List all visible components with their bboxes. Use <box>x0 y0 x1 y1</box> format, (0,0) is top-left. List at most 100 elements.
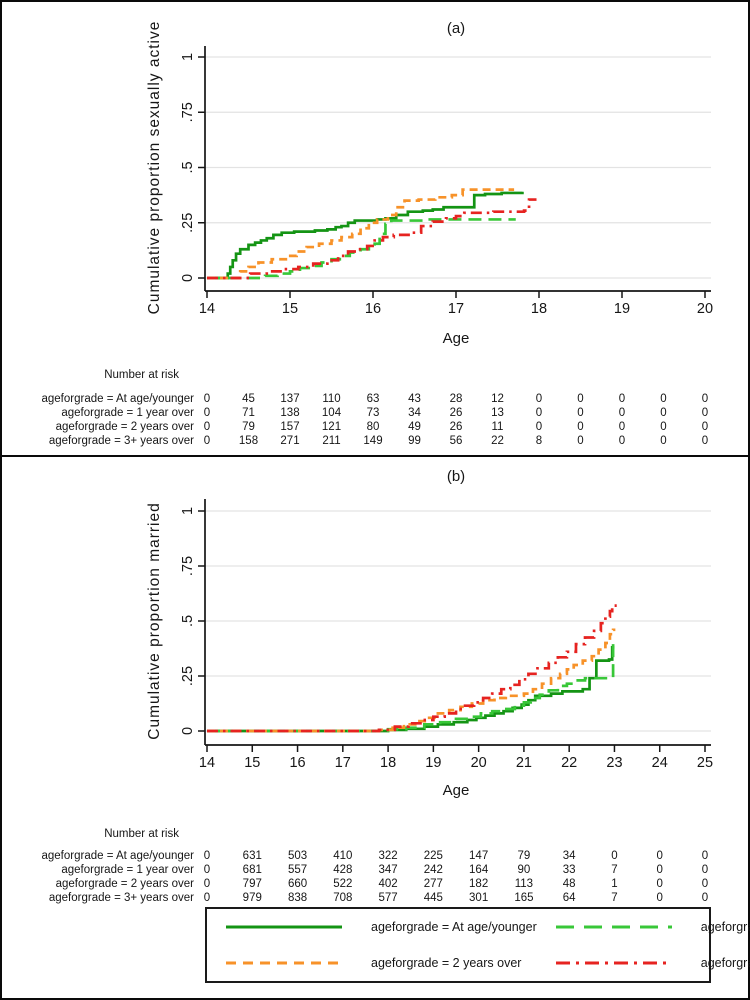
risk-value: 43 <box>408 393 421 405</box>
risk-value: 48 <box>563 878 576 890</box>
series-curve <box>207 604 617 733</box>
series-curve <box>207 628 616 733</box>
y-axis-title: Cumulative proportion sexually active <box>146 21 163 315</box>
risk-value: 0 <box>702 864 708 876</box>
risk-value: 0 <box>619 421 625 433</box>
risk-value: 80 <box>367 421 380 433</box>
risk-value: 73 <box>367 407 380 419</box>
risk-value: 225 <box>424 850 443 862</box>
risk-value: 522 <box>333 878 352 890</box>
risk-value: 242 <box>424 864 443 876</box>
x-tick-label: 17 <box>335 755 351 771</box>
risk-value: 26 <box>450 407 463 419</box>
risk-value: 182 <box>469 878 488 890</box>
risk-table-header: Number at risk <box>104 369 179 381</box>
risk-value: 34 <box>563 850 576 862</box>
panel-a-chart: 0 .25 .5 .75 1 14 15 16 17 18 19 20 (a) Age Cumulative… <box>42 20 714 447</box>
risk-value: 79 <box>242 421 255 433</box>
risk-row-label: ageforgrade = 1 year over <box>61 864 194 876</box>
risk-value: 0 <box>619 407 625 419</box>
risk-value: 838 <box>288 892 307 904</box>
risk-value: 157 <box>280 421 299 433</box>
x-tick-label: 24 <box>652 755 668 771</box>
y-tick-label: .25 <box>180 213 196 233</box>
legend-line-sample <box>555 925 672 929</box>
risk-value: 0 <box>660 421 666 433</box>
risk-value: 137 <box>280 393 299 405</box>
risk-table-header: Number at risk <box>104 828 179 840</box>
x-tick-label: 16 <box>289 755 305 771</box>
risk-value: 0 <box>660 435 666 447</box>
legend-item: ageforgrade = 1 year over <box>537 920 750 934</box>
series-curve <box>207 191 524 280</box>
risk-value: 147 <box>469 850 488 862</box>
x-tick-label: 16 <box>365 301 381 317</box>
risk-value: 0 <box>577 393 583 405</box>
risk-value: 165 <box>514 892 533 904</box>
x-tick-label: 20 <box>697 301 713 317</box>
risk-value: 12 <box>491 393 504 405</box>
risk-value: 104 <box>322 407 342 419</box>
y-tick-label: 0 <box>180 274 196 282</box>
risk-value: 33 <box>563 864 576 876</box>
risk-value: 0 <box>657 864 663 876</box>
legend-item-label: ageforgrade = 2 years over <box>371 956 522 970</box>
risk-value: 158 <box>239 435 258 447</box>
x-tick-label: 21 <box>516 755 532 771</box>
risk-value: 99 <box>408 435 421 447</box>
risk-value: 8 <box>536 435 542 447</box>
risk-value: 660 <box>288 878 307 890</box>
legend-item: ageforgrade = At age/younger <box>207 920 537 934</box>
risk-value: 402 <box>378 878 397 890</box>
risk-value: 322 <box>378 850 397 862</box>
risk-value: 557 <box>288 864 307 876</box>
risk-value: 0 <box>702 421 708 433</box>
risk-value: 211 <box>322 435 340 447</box>
risk-value: 0 <box>702 892 708 904</box>
risk-row-label: ageforgrade = 3+ years over <box>49 435 194 447</box>
risk-value: 0 <box>577 435 583 447</box>
panel-title: (b) <box>447 468 465 485</box>
risk-value: 0 <box>702 850 708 862</box>
legend-item-label: ageforgrade = 1 year over <box>700 920 750 934</box>
y-tick-label: 1 <box>180 507 196 515</box>
risk-value: 0 <box>536 393 542 405</box>
y-axis-title: Cumulative proportion married <box>146 502 163 739</box>
x-tick-label: 15 <box>244 755 260 771</box>
risk-value: 110 <box>322 393 340 405</box>
series-curve <box>207 188 515 280</box>
risk-value: 0 <box>611 850 617 862</box>
risk-value: 0 <box>660 407 666 419</box>
risk-value: 0 <box>204 850 210 862</box>
x-tick-label: 19 <box>425 755 441 771</box>
x-axis-title: Age <box>443 330 470 347</box>
risk-value: 79 <box>518 850 531 862</box>
risk-row-label: ageforgrade = 2 years over <box>56 878 195 890</box>
risk-value: 0 <box>577 421 583 433</box>
risk-value: 0 <box>204 393 210 405</box>
risk-value: 63 <box>367 393 380 405</box>
risk-value: 164 <box>469 864 489 876</box>
series-curve <box>207 218 516 280</box>
risk-value: 797 <box>243 878 262 890</box>
risk-value: 49 <box>408 421 421 433</box>
series-curve <box>207 198 537 280</box>
x-tick-label: 23 <box>606 755 622 771</box>
panel-title: (a) <box>447 20 465 37</box>
risk-value: 347 <box>378 864 397 876</box>
risk-value: 45 <box>242 393 255 405</box>
legend-line-sample <box>226 925 342 929</box>
risk-value: 0 <box>660 393 666 405</box>
x-tick-label: 22 <box>561 755 577 771</box>
risk-value: 1 <box>611 878 617 890</box>
risk-value: 0 <box>702 435 708 447</box>
x-tick-label: 20 <box>471 755 487 771</box>
x-axis-title: Age <box>443 782 470 799</box>
y-tick-label: .5 <box>180 615 196 627</box>
risk-value: 631 <box>243 850 262 862</box>
risk-row-label: ageforgrade = At age/younger <box>42 850 195 862</box>
x-tick-label: 18 <box>531 301 547 317</box>
legend-item: ageforgrade = 2 years over <box>207 956 537 970</box>
